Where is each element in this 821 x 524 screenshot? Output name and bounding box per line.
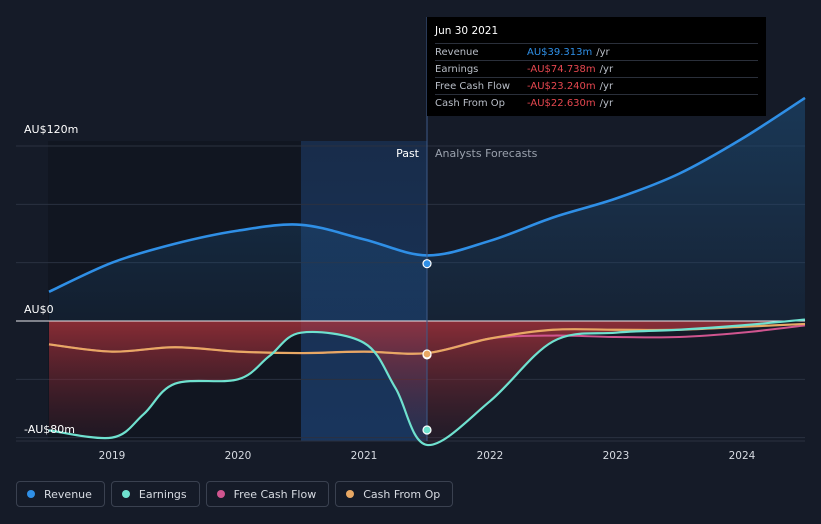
- legend-item-free-cash-flow[interactable]: Free Cash Flow: [205, 481, 330, 507]
- x-tick-label: 2023: [603, 450, 630, 462]
- tooltip-label: Revenue: [435, 46, 479, 58]
- legend-label: Earnings: [138, 487, 187, 501]
- tooltip-row-cash-from-op: Cash From Op -AU$22.630m /yr: [435, 94, 758, 111]
- tooltip-value: -AU$23.240m: [527, 80, 596, 92]
- past-label: Past: [396, 147, 420, 160]
- tooltip-value: AU$39.313m: [527, 46, 593, 58]
- earnings-dot-icon: [121, 490, 130, 498]
- y-axis-label-top: AU$120m: [24, 123, 78, 136]
- tooltip-unit: /yr: [599, 97, 614, 109]
- y-axis-label-zero: AU$0: [24, 303, 54, 316]
- tooltip-label: Earnings: [435, 63, 479, 75]
- revenue-dot-icon: [27, 490, 35, 498]
- cash-from-op-dot-icon: [346, 490, 355, 498]
- tooltip-row-revenue: Revenue AU$39.313m /yr: [435, 43, 758, 60]
- tooltip-label: Free Cash Flow: [435, 80, 511, 92]
- legend-label: Revenue: [44, 487, 92, 501]
- tooltip-unit: /yr: [596, 46, 610, 58]
- x-tick-label: 2024: [729, 450, 756, 462]
- forecast-label: Analysts Forecasts: [435, 147, 538, 160]
- x-tick-label: 2021: [351, 450, 378, 462]
- x-tick-label: 2020: [225, 450, 252, 462]
- revenue-marker: [422, 259, 432, 269]
- y-axis-label-bottom: -AU$80m: [24, 423, 75, 436]
- cash-from-op-marker: [422, 349, 432, 359]
- x-tick-label: 2022: [477, 450, 504, 462]
- legend-item-cash-from-op[interactable]: Cash From Op: [335, 481, 454, 507]
- earnings-line: [48, 318, 806, 447]
- free-cash-flow-dot-icon: [216, 490, 225, 498]
- tooltip-value: -AU$74.738m: [527, 63, 596, 75]
- tooltip-value: -AU$22.630m: [527, 97, 596, 109]
- revenue-area: [49, 97, 805, 322]
- tooltip-row-earnings: Earnings -AU$74.738m /yr: [435, 60, 758, 77]
- legend-item-earnings[interactable]: Earnings: [110, 481, 200, 507]
- legend-label: Free Cash Flow: [233, 487, 317, 501]
- legend-item-revenue[interactable]: Revenue: [16, 481, 105, 507]
- tooltip: Jun 30 2021 Revenue AU$39.313m /yr Earni…: [427, 17, 766, 116]
- tooltip-date: Jun 30 2021: [435, 25, 499, 37]
- tooltip-row-free-cash-flow: Free Cash Flow -AU$23.240m /yr: [435, 77, 758, 94]
- legend: Revenue Earnings Free Cash Flow Cash Fro…: [16, 481, 454, 509]
- tooltip-unit: /yr: [599, 80, 614, 92]
- earnings-marker: [422, 425, 432, 435]
- tooltip-unit: /yr: [599, 63, 614, 75]
- tooltip-label: Cash From Op: [435, 97, 506, 109]
- legend-label: Cash From Op: [363, 487, 441, 501]
- x-tick-label: 2019: [99, 450, 126, 462]
